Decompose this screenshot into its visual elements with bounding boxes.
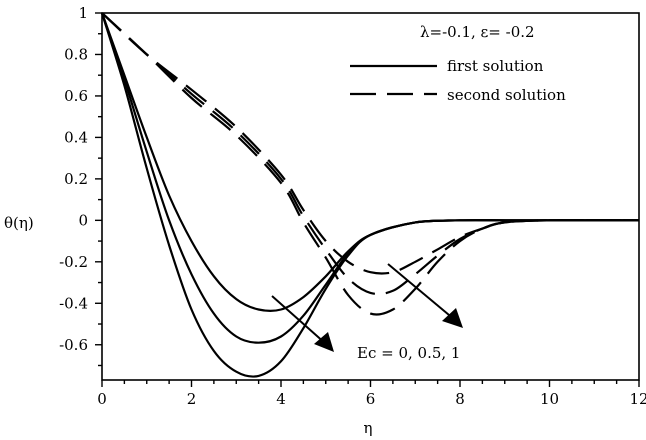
legend: first solution second solution (350, 57, 566, 104)
x-tick-label: 8 (455, 390, 465, 408)
y-tick-label: -0.4 (59, 294, 88, 312)
arrowhead-first-solution (314, 332, 334, 352)
legend-label-second: second solution (447, 86, 566, 104)
x-tick-label: 4 (276, 390, 286, 408)
x-tick-label: 12 (629, 390, 646, 408)
second-solution-curve-ec-1 (101, 12, 640, 316)
y-tick-label: 0.6 (64, 87, 88, 105)
annotation-ec: Ec = 0, 0.5, 1 (357, 344, 460, 362)
second-solution-curve-ec-0 (101, 12, 640, 275)
arrowhead-second-solution (442, 308, 463, 328)
parameter-note: λ=-0.1, ε= -0.2 (420, 23, 535, 41)
y-tick-label: 0 (78, 211, 88, 229)
y-tick-label: -0.6 (59, 336, 88, 354)
curves-layer (100, 12, 640, 378)
tick-labels-layer: 0 2 4 6 8 10 12 1 0.8 0.6 0.4 0.2 0 -0.2 -0.4 -0.6 (59, 4, 646, 408)
y-axis-label: θ(η) (4, 214, 34, 232)
y-tick-label: 0.8 (64, 45, 88, 63)
arrow-first-solution (271, 295, 327, 345)
axes-layer (95, 12, 640, 387)
plot-frame (101, 12, 640, 381)
x-tick-label: 6 (366, 390, 376, 408)
x-tick-label: 10 (540, 390, 559, 408)
first-solution-curve-ec-0 (100, 12, 639, 313)
first-solution-curve-ec-1 (100, 12, 639, 378)
legend-label-first: first solution (447, 57, 544, 75)
y-tick-label: 1 (78, 4, 88, 22)
x-tick-label: 0 (97, 390, 107, 408)
y-tick-label: 0.4 (64, 128, 88, 146)
x-tick-label: 2 (187, 390, 197, 408)
y-tick-label: -0.2 (59, 253, 88, 271)
y-tick-label: 0.2 (64, 170, 88, 188)
x-axis-label: η (364, 419, 373, 437)
annotation-arrows (271, 263, 463, 352)
arrow-second-solution (387, 263, 456, 321)
